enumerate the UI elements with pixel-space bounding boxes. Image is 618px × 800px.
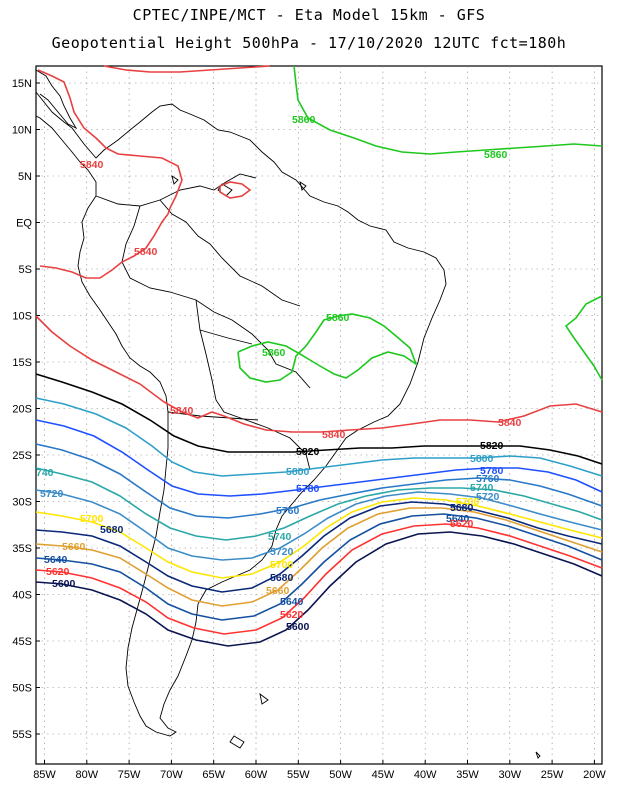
- latitude-tick-label: 15S: [12, 357, 32, 369]
- label-5760: 5760: [276, 505, 300, 517]
- contour-5860-east: [564, 295, 603, 381]
- contour-5700: [35, 497, 603, 579]
- longitude-tick-label: 45W: [372, 769, 395, 781]
- label-5640: 5640: [44, 554, 68, 566]
- coastline-central-america: [35, 69, 78, 130]
- label-5860: 5860: [326, 312, 350, 324]
- label-5680: 5680: [450, 502, 474, 514]
- label-5720: 5720: [476, 491, 500, 503]
- map-subtitle: Geopotential Height 500hPa - 17/10/2020 …: [51, 34, 567, 52]
- contour-5760: [35, 443, 603, 519]
- contour-5640: [35, 513, 603, 621]
- label-5860: 5860: [292, 114, 316, 126]
- contour-5860-interior: [237, 313, 418, 383]
- label-5800: 5800: [470, 453, 494, 465]
- longitude-tick-label: 85W: [33, 769, 56, 781]
- label-5620: 5620: [280, 609, 304, 621]
- label-5620: 5620: [46, 566, 70, 578]
- longitude-tick-label: 40W: [414, 769, 437, 781]
- contour-5740: [35, 467, 603, 541]
- contour-5780: [35, 419, 603, 497]
- latitude-tick-label: 45S: [12, 636, 32, 648]
- label-5720: 5720: [40, 488, 64, 500]
- label-5680: 5680: [100, 524, 124, 536]
- latitude-tick-label: 20S: [12, 404, 32, 416]
- label-5820: 5820: [296, 446, 320, 458]
- label-5780: 5780: [296, 483, 320, 495]
- label-5720: 5720: [270, 546, 294, 558]
- label-5660: 5660: [266, 585, 290, 597]
- label-5680: 5680: [270, 572, 294, 584]
- label-5840: 5840: [170, 405, 194, 417]
- longitude-tick-label: 60W: [245, 769, 268, 781]
- longitude-tick-label: 70W: [160, 769, 183, 781]
- longitude-labels: 85W 80W 75W 70W 65W 60W 55W 50W 45W 40W 35W 30W 25W 2…: [33, 769, 606, 781]
- map-title: CPTEC/INPE/MCT - Eta Model 15km - GFS: [132, 6, 486, 24]
- latitude-tick-label: 25S: [12, 450, 32, 462]
- latitude-tick-label: 15N: [12, 78, 32, 90]
- label-5600: 5600: [52, 578, 76, 590]
- contour-5840-north: [37, 69, 183, 279]
- latitude-tick-label: 5N: [18, 171, 32, 183]
- label-5860: 5860: [262, 347, 286, 359]
- plot-frame: [35, 65, 603, 765]
- latitude-tick-label: 30S: [12, 497, 32, 509]
- contour-5860-north: [293, 65, 603, 155]
- label-5620: 5620: [450, 518, 474, 530]
- contour-5840-top: [103, 65, 271, 73]
- contour-5820: [35, 373, 603, 465]
- label-5740-cut: 740: [36, 467, 54, 479]
- latitude-tick-label: EQ: [16, 218, 32, 230]
- label-5860: 5860: [484, 149, 508, 161]
- longitude-tick-label: 65W: [202, 769, 225, 781]
- coastline-south-america: [35, 91, 447, 737]
- latitude-labels: 15N 10N 5N EQ 5S 10S 15S 20S 25S 30S 35S 40S 45S 50S 5…: [12, 78, 33, 741]
- latitude-tick-label: 10N: [12, 125, 32, 137]
- longitude-tick-label: 50W: [329, 769, 352, 781]
- contour-5660: [35, 507, 603, 607]
- contour-5600: [35, 531, 603, 647]
- contour-5680: [35, 501, 603, 593]
- label-5820: 5820: [480, 440, 504, 452]
- longitude-tick-label: 80W: [75, 769, 98, 781]
- label-5800: 5800: [286, 466, 310, 478]
- label-5840: 5840: [134, 246, 158, 258]
- label-5740: 5740: [470, 482, 494, 494]
- label-5840: 5840: [498, 417, 522, 429]
- latitude-tick-label: 55S: [12, 729, 32, 741]
- contour-5800: [35, 397, 603, 477]
- border-lines: [95, 173, 311, 471]
- label-5660: 5660: [62, 541, 86, 553]
- latitude-tick-label: 50S: [12, 683, 32, 695]
- label-5700: 5700: [270, 559, 294, 571]
- contour-5840-loop: [219, 181, 252, 199]
- label-5700: 5700: [80, 513, 104, 525]
- latitude-tick-label: 40S: [12, 590, 32, 602]
- contour-5720: [35, 489, 603, 561]
- longitude-tick-label: 35W: [456, 769, 479, 781]
- longitude-tick-label: 20W: [583, 769, 606, 781]
- contour-5840-south: [35, 315, 603, 433]
- contour-5620: [35, 523, 603, 635]
- label-5700: 5700: [456, 496, 480, 508]
- longitude-tick-label: 30W: [498, 769, 521, 781]
- latitude-tick-label: 10S: [12, 311, 32, 323]
- latitude-tick-label: 5S: [19, 264, 32, 276]
- label-5840: 5840: [322, 429, 346, 441]
- latitude-tick-label: 35S: [12, 543, 32, 555]
- longitude-tick-label: 75W: [118, 769, 141, 781]
- label-5640: 5640: [446, 513, 470, 525]
- label-5760: 5760: [476, 473, 500, 485]
- label-5640: 5640: [280, 596, 304, 608]
- longitude-tick-label: 55W: [287, 769, 310, 781]
- label-5600: 5600: [286, 621, 310, 633]
- label-5840: 5840: [80, 159, 104, 171]
- label-5780: 5780: [480, 465, 504, 477]
- label-5740: 5740: [268, 531, 292, 543]
- longitude-tick-label: 25W: [541, 769, 564, 781]
